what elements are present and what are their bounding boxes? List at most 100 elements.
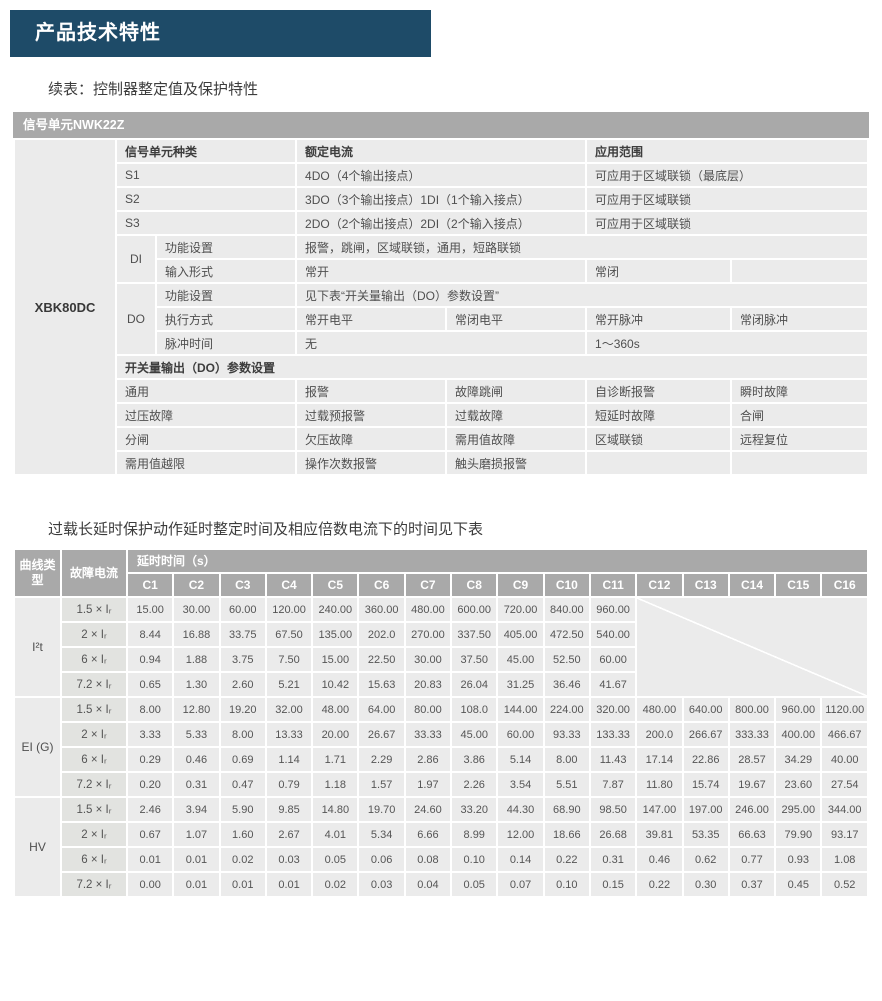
table-cell: DI [117,236,155,282]
table-row: 2 × Iᵣ 8.44 16.88 33.75 67.50 135.00 202.0 270.… [15,623,867,646]
value-cell: 224.00 [544,698,589,721]
fault-current-cell: 6 × Iᵣ [62,848,126,871]
empty-diagonal-cell [637,598,867,696]
value-cell: 15.74 [683,773,728,796]
value-cell: 26.68 [590,823,636,846]
side-label-cell: XBK80DC [15,140,115,474]
value-cell: 32.00 [266,698,312,721]
fault-current-header: 故障电流 [62,550,126,596]
fault-current-cell: 7.2 × Iᵣ [62,873,126,896]
table-cell [587,452,731,474]
value-cell: 0.93 [776,848,821,871]
table-cell: 报警，跳闸，区域联锁，通用，短路联锁 [297,236,868,258]
value-cell: 12.80 [174,698,219,721]
value-cell: 360.00 [359,598,404,621]
value-cell: 45.00 [452,723,497,746]
table-row: S3 2DO（2个输出接点）2DI（2个输入接点） 可应用于区域联锁 [15,212,868,234]
column-header: C1 [128,574,173,596]
fault-current-cell: 6 × Iᵣ [62,748,126,771]
curve-type-cell: HV [15,798,60,896]
table-cell: 功能设置 [157,236,296,258]
column-header: C7 [405,574,451,596]
column-header: C2 [174,574,219,596]
value-cell: 18.66 [544,823,589,846]
table-cell: 自诊断报警 [587,380,731,402]
table-cell: 常开 [297,260,586,282]
table-cell: 可应用于区域联锁 [587,212,868,234]
value-cell: 466.67 [822,723,867,746]
table-cell: 区域联锁 [587,428,731,450]
value-cell: 22.86 [683,748,728,771]
value-cell: 1.88 [174,648,219,671]
value-cell: 0.01 [220,873,265,896]
value-cell: 93.17 [822,823,867,846]
value-cell: 133.33 [590,723,636,746]
column-header: C6 [359,574,404,596]
table-cell: 脉冲时间 [157,332,296,354]
table-row: 2 × Iᵣ 0.67 1.07 1.60 2.67 4.01 5.34 6.66 8.99 12… [15,823,867,846]
table-row: 6 × Iᵣ 0.29 0.46 0.69 1.14 1.71 2.29 2.86 3.86 5.… [15,748,867,771]
value-cell: 147.00 [637,798,682,821]
table-row: 分闸 欠压故障 需用值故障 区域联锁 远程复位 [15,428,868,450]
value-cell: 17.14 [637,748,682,771]
value-cell: 540.00 [590,623,636,646]
value-cell: 960.00 [590,598,636,621]
table-cell: 过载故障 [447,404,586,426]
value-cell: 405.00 [498,623,543,646]
value-cell: 4.01 [313,823,358,846]
value-cell: 0.52 [822,873,867,896]
table-cell: 触头磨损报警 [447,452,586,474]
value-cell: 36.46 [544,673,589,696]
value-cell: 0.07 [498,873,543,896]
table-cell: 短延时故障 [587,404,731,426]
value-cell: 34.29 [776,748,821,771]
value-cell: 27.54 [822,773,867,796]
value-cell: 79.90 [776,823,821,846]
table-cell [732,260,868,282]
table-row: 7.2 × Iᵣ 0.65 1.30 2.60 5.21 10.42 15.63 20.83 2… [15,673,867,696]
table-cell: 常闭脉冲 [732,308,868,330]
table-row: 6 × Iᵣ 0.01 0.01 0.02 0.03 0.05 0.06 0.08 0.10 0.… [15,848,867,871]
value-cell: 41.67 [590,673,636,696]
value-cell: 14.80 [313,798,358,821]
value-cell: 3.33 [128,723,173,746]
value-cell: 26.04 [452,673,497,696]
value-cell: 333.33 [729,723,775,746]
table-row: EI (G) 1.5 × Iᵣ 8.00 12.80 19.20 32.00 48.00 64… [15,698,867,796]
value-cell: 0.22 [637,873,682,896]
value-cell: 26.67 [359,723,404,746]
value-cell: 45.00 [498,648,543,671]
value-cell: 98.50 [590,798,636,821]
value-cell: 200.0 [637,723,682,746]
table-cell: 需用值越限 [117,452,296,474]
table-row: 脉冲时间无 1～360s [15,332,868,354]
value-cell: 2.46 [128,798,173,821]
column-header: C8 [452,574,497,596]
fault-current-cell: 1.5 × Iᵣ [62,798,126,821]
signal-table-title-bar: 信号单元NWK22Z [13,112,869,138]
signal-table-section: 信号单元NWK22Z XBK80DC 信号单元种类 额定电流 应用范围 S1 4DO（4个… [13,112,869,476]
table-cell: 过载预报警 [297,404,446,426]
value-cell: 0.01 [174,873,219,896]
value-cell: 15.00 [128,598,173,621]
table-row: 需用值越限 操作次数报警 触头磨损报警 [15,452,868,474]
value-cell: 135.00 [313,623,358,646]
delay-table-subtitle: 过载长延时保护动作延时整定时间及相应倍数电流下的时间见下表 [48,521,484,538]
table-cell: 无 [297,332,586,354]
delay-time-header: 延时时间（s） [128,550,867,572]
value-cell: 5.14 [498,748,543,771]
value-cell: 30.00 [174,598,219,621]
value-cell: 28.57 [729,748,775,771]
value-cell: 11.43 [590,748,636,771]
value-cell: 19.70 [359,798,404,821]
value-cell: 0.67 [128,823,173,846]
value-cell: 31.25 [498,673,543,696]
value-cell: 8.00 [128,698,173,721]
value-cell: 60.00 [220,598,265,621]
table-cell: 过压故障 [117,404,296,426]
page-title: 产品技术特性 [35,22,161,44]
value-cell: 0.04 [405,873,451,896]
value-cell: 1.71 [313,748,358,771]
value-cell: 0.15 [590,873,636,896]
value-cell: 22.50 [359,648,404,671]
